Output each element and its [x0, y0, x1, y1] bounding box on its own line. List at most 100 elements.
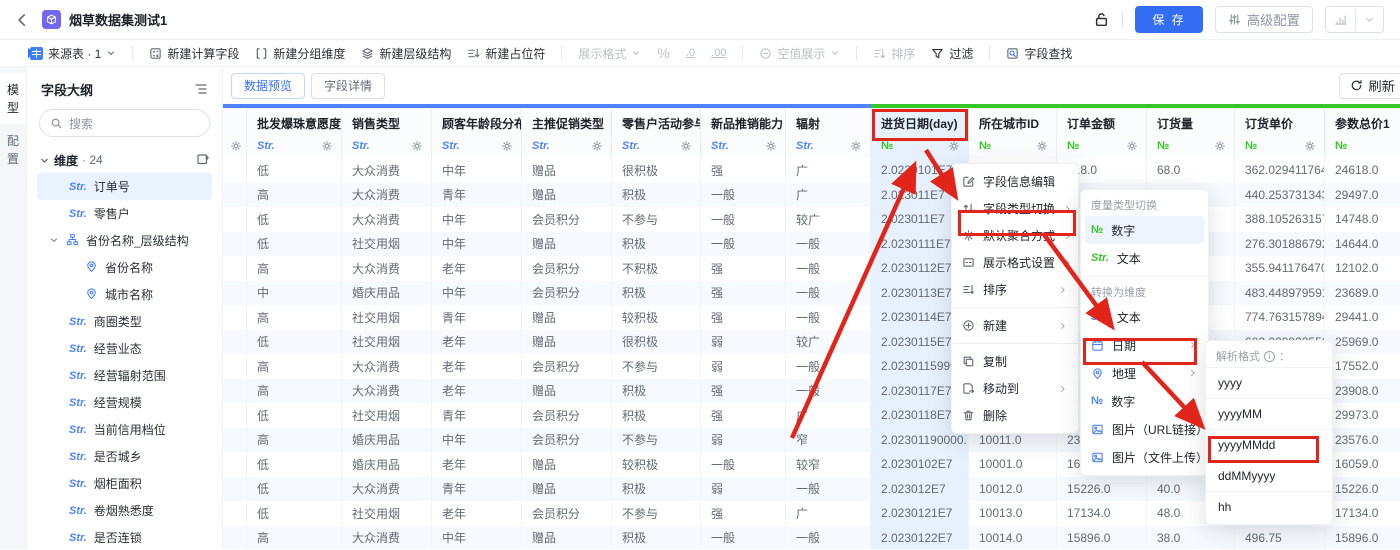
gear-icon[interactable] — [230, 140, 242, 152]
table-cell[interactable]: 29497.0 — [1325, 182, 1400, 207]
sidebar-field-item[interactable]: Str. 经营辐射范围 — [37, 362, 212, 389]
display-format-dropdown[interactable]: 展示格式 — [578, 45, 641, 62]
null-display-dropdown[interactable]: 空值展示 — [759, 45, 840, 62]
menu-item-展示格式设置[interactable]: 展示格式设置 — [952, 249, 1078, 276]
table-cell[interactable]: 一般 — [786, 378, 871, 403]
table-cell[interactable]: 15896.0 — [1057, 525, 1147, 549]
back-button[interactable] — [14, 12, 30, 28]
table-cell[interactable]: 一般 — [701, 525, 786, 549]
table-cell[interactable]: 68.0 — [1147, 158, 1235, 183]
column-header-销售类型[interactable]: 销售类型 Str. — [342, 108, 432, 158]
table-cell[interactable]: 不参与 — [612, 501, 701, 526]
table-cell[interactable]: 496.75 — [1235, 525, 1325, 549]
menu-item-排序[interactable]: 排序 — [952, 276, 1078, 303]
column-header-零售户活动参与度[interactable]: 零售户活动参与度 Str. — [612, 108, 701, 158]
sidebar-field-item[interactable]: 省份名称 — [37, 254, 212, 281]
table-cell[interactable] — [223, 329, 247, 354]
table-cell[interactable]: 赠品 — [522, 452, 612, 477]
table-cell[interactable]: 不参与 — [612, 207, 701, 232]
table-cell[interactable]: 婚庆用品 — [342, 427, 432, 452]
menu-item-字段类型切换[interactable]: 字段类型切换 — [952, 195, 1078, 222]
table-cell[interactable]: 大众消费 — [342, 182, 432, 207]
table-cell[interactable]: 很积极 — [612, 329, 701, 354]
sidebar-field-item[interactable]: Str. 是否城乡 — [37, 443, 212, 470]
table-cell[interactable]: 较广 — [786, 207, 871, 232]
table-cell[interactable]: 17134.0 — [1325, 501, 1400, 526]
table-cell[interactable]: 弱 — [701, 329, 786, 354]
table-cell[interactable] — [223, 501, 247, 526]
table-cell[interactable]: 一般 — [786, 354, 871, 379]
table-cell[interactable]: 很积极 — [612, 158, 701, 183]
gear-icon[interactable] — [1036, 140, 1048, 152]
table-cell[interactable]: 高 — [247, 525, 342, 549]
table-cell[interactable] — [223, 476, 247, 501]
table-cell[interactable]: 一般 — [786, 525, 871, 549]
sidebar-field-item[interactable]: Str. 卷烟熟悉度 — [37, 497, 212, 524]
table-cell[interactable] — [223, 182, 247, 207]
column-header-批发爆珠意愿度[interactable]: 批发爆珠意愿度 Str. — [247, 108, 342, 158]
table-cell[interactable]: 2.0230102E7 — [871, 452, 969, 477]
chevron-down-icon[interactable] — [49, 234, 59, 248]
gear-icon[interactable] — [680, 140, 692, 152]
table-cell[interactable]: 强 — [701, 403, 786, 428]
sidebar-field-item[interactable]: Str. 烟柜面积 — [37, 470, 212, 497]
menu-item-地理[interactable]: 地理 — [1085, 359, 1204, 387]
table-cell[interactable]: 老年 — [432, 501, 522, 526]
table-cell[interactable]: 不参与 — [612, 354, 701, 379]
table-cell[interactable]: 较窄 — [786, 452, 871, 477]
sidebar-field-item[interactable]: Str. 当前信用档位 — [37, 416, 212, 443]
format-option-yyyyMM[interactable]: yyyyMM — [1206, 398, 1332, 429]
table-cell[interactable]: 低 — [247, 231, 342, 256]
menu-item-图片（URL链接）[interactable]: 图片（URL链接） — [1085, 415, 1208, 443]
table-cell[interactable]: 中年 — [432, 427, 522, 452]
table-cell[interactable]: 大众消费 — [342, 476, 432, 501]
gear-icon[interactable] — [1214, 140, 1226, 152]
table-cell[interactable]: 会员积分 — [522, 354, 612, 379]
table-cell[interactable]: 赠品 — [522, 305, 612, 330]
decimal-0-button[interactable]: .0 — [685, 47, 696, 59]
table-cell[interactable]: 大众消费 — [342, 378, 432, 403]
menu-item-删除[interactable]: 删除 — [952, 402, 1078, 429]
batch-manage-icon[interactable] — [196, 152, 210, 169]
table-cell[interactable]: 388.105263157... — [1235, 207, 1325, 232]
table-cell[interactable]: 广 — [786, 158, 871, 183]
table-cell[interactable]: 15896.0 — [1325, 525, 1400, 549]
table-cell[interactable]: 362.029411764... — [1235, 158, 1325, 183]
table-cell[interactable] — [223, 231, 247, 256]
table-cell[interactable]: 大众消费 — [342, 256, 432, 281]
table-cell[interactable]: 一般 — [786, 476, 871, 501]
menu-item-文本[interactable]: Str. 文本 — [1085, 303, 1204, 331]
menu-item-新建[interactable]: 新建 — [952, 312, 1078, 339]
save-button[interactable]: 保 存 — [1135, 6, 1203, 33]
table-cell[interactable]: 23576.0 — [1325, 427, 1400, 452]
table-cell[interactable]: 483.448979591... — [1235, 280, 1325, 305]
table-cell[interactable] — [223, 207, 247, 232]
table-cell[interactable]: 低 — [247, 207, 342, 232]
table-cell[interactable]: 15226.0 — [1057, 476, 1147, 501]
table-cell[interactable]: 大众消费 — [342, 354, 432, 379]
table-cell[interactable]: 会员积分 — [522, 256, 612, 281]
table-cell[interactable]: 会员积分 — [522, 427, 612, 452]
table-cell[interactable]: 赠品 — [522, 231, 612, 256]
table-cell[interactable]: 2.0230122E7 — [871, 525, 969, 549]
table-cell[interactable]: 积极 — [612, 182, 701, 207]
table-cell[interactable]: 婚庆用品 — [342, 280, 432, 305]
decimal-00-button[interactable]: .00 — [711, 47, 727, 59]
table-cell[interactable]: 高 — [247, 354, 342, 379]
format-option-yyyyMMdd[interactable]: yyyyMMdd — [1206, 429, 1332, 460]
sidebar-field-item[interactable]: Str. 经营业态 — [37, 335, 212, 362]
table-cell[interactable] — [223, 403, 247, 428]
new-hierarchy-button[interactable]: 新建层级结构 — [361, 45, 451, 62]
table-cell[interactable]: 广 — [786, 182, 871, 207]
table-cell[interactable]: 355.941176470... — [1235, 256, 1325, 281]
column-header-辐射[interactable]: 辐射 Str. — [786, 108, 871, 158]
table-cell[interactable]: 38.0 — [1147, 525, 1235, 549]
menu-item-日期[interactable]: 日期 — [1085, 331, 1204, 359]
sort-button[interactable]: 排序 — [873, 45, 915, 62]
table-cell[interactable]: 24618.0 — [1325, 158, 1400, 183]
table-cell[interactable]: 积极 — [612, 403, 701, 428]
menu-item-移动到[interactable]: 移动到 — [952, 375, 1078, 402]
table-cell[interactable]: 强 — [701, 158, 786, 183]
table-cell[interactable] — [223, 280, 247, 305]
table-cell[interactable]: 强 — [701, 378, 786, 403]
